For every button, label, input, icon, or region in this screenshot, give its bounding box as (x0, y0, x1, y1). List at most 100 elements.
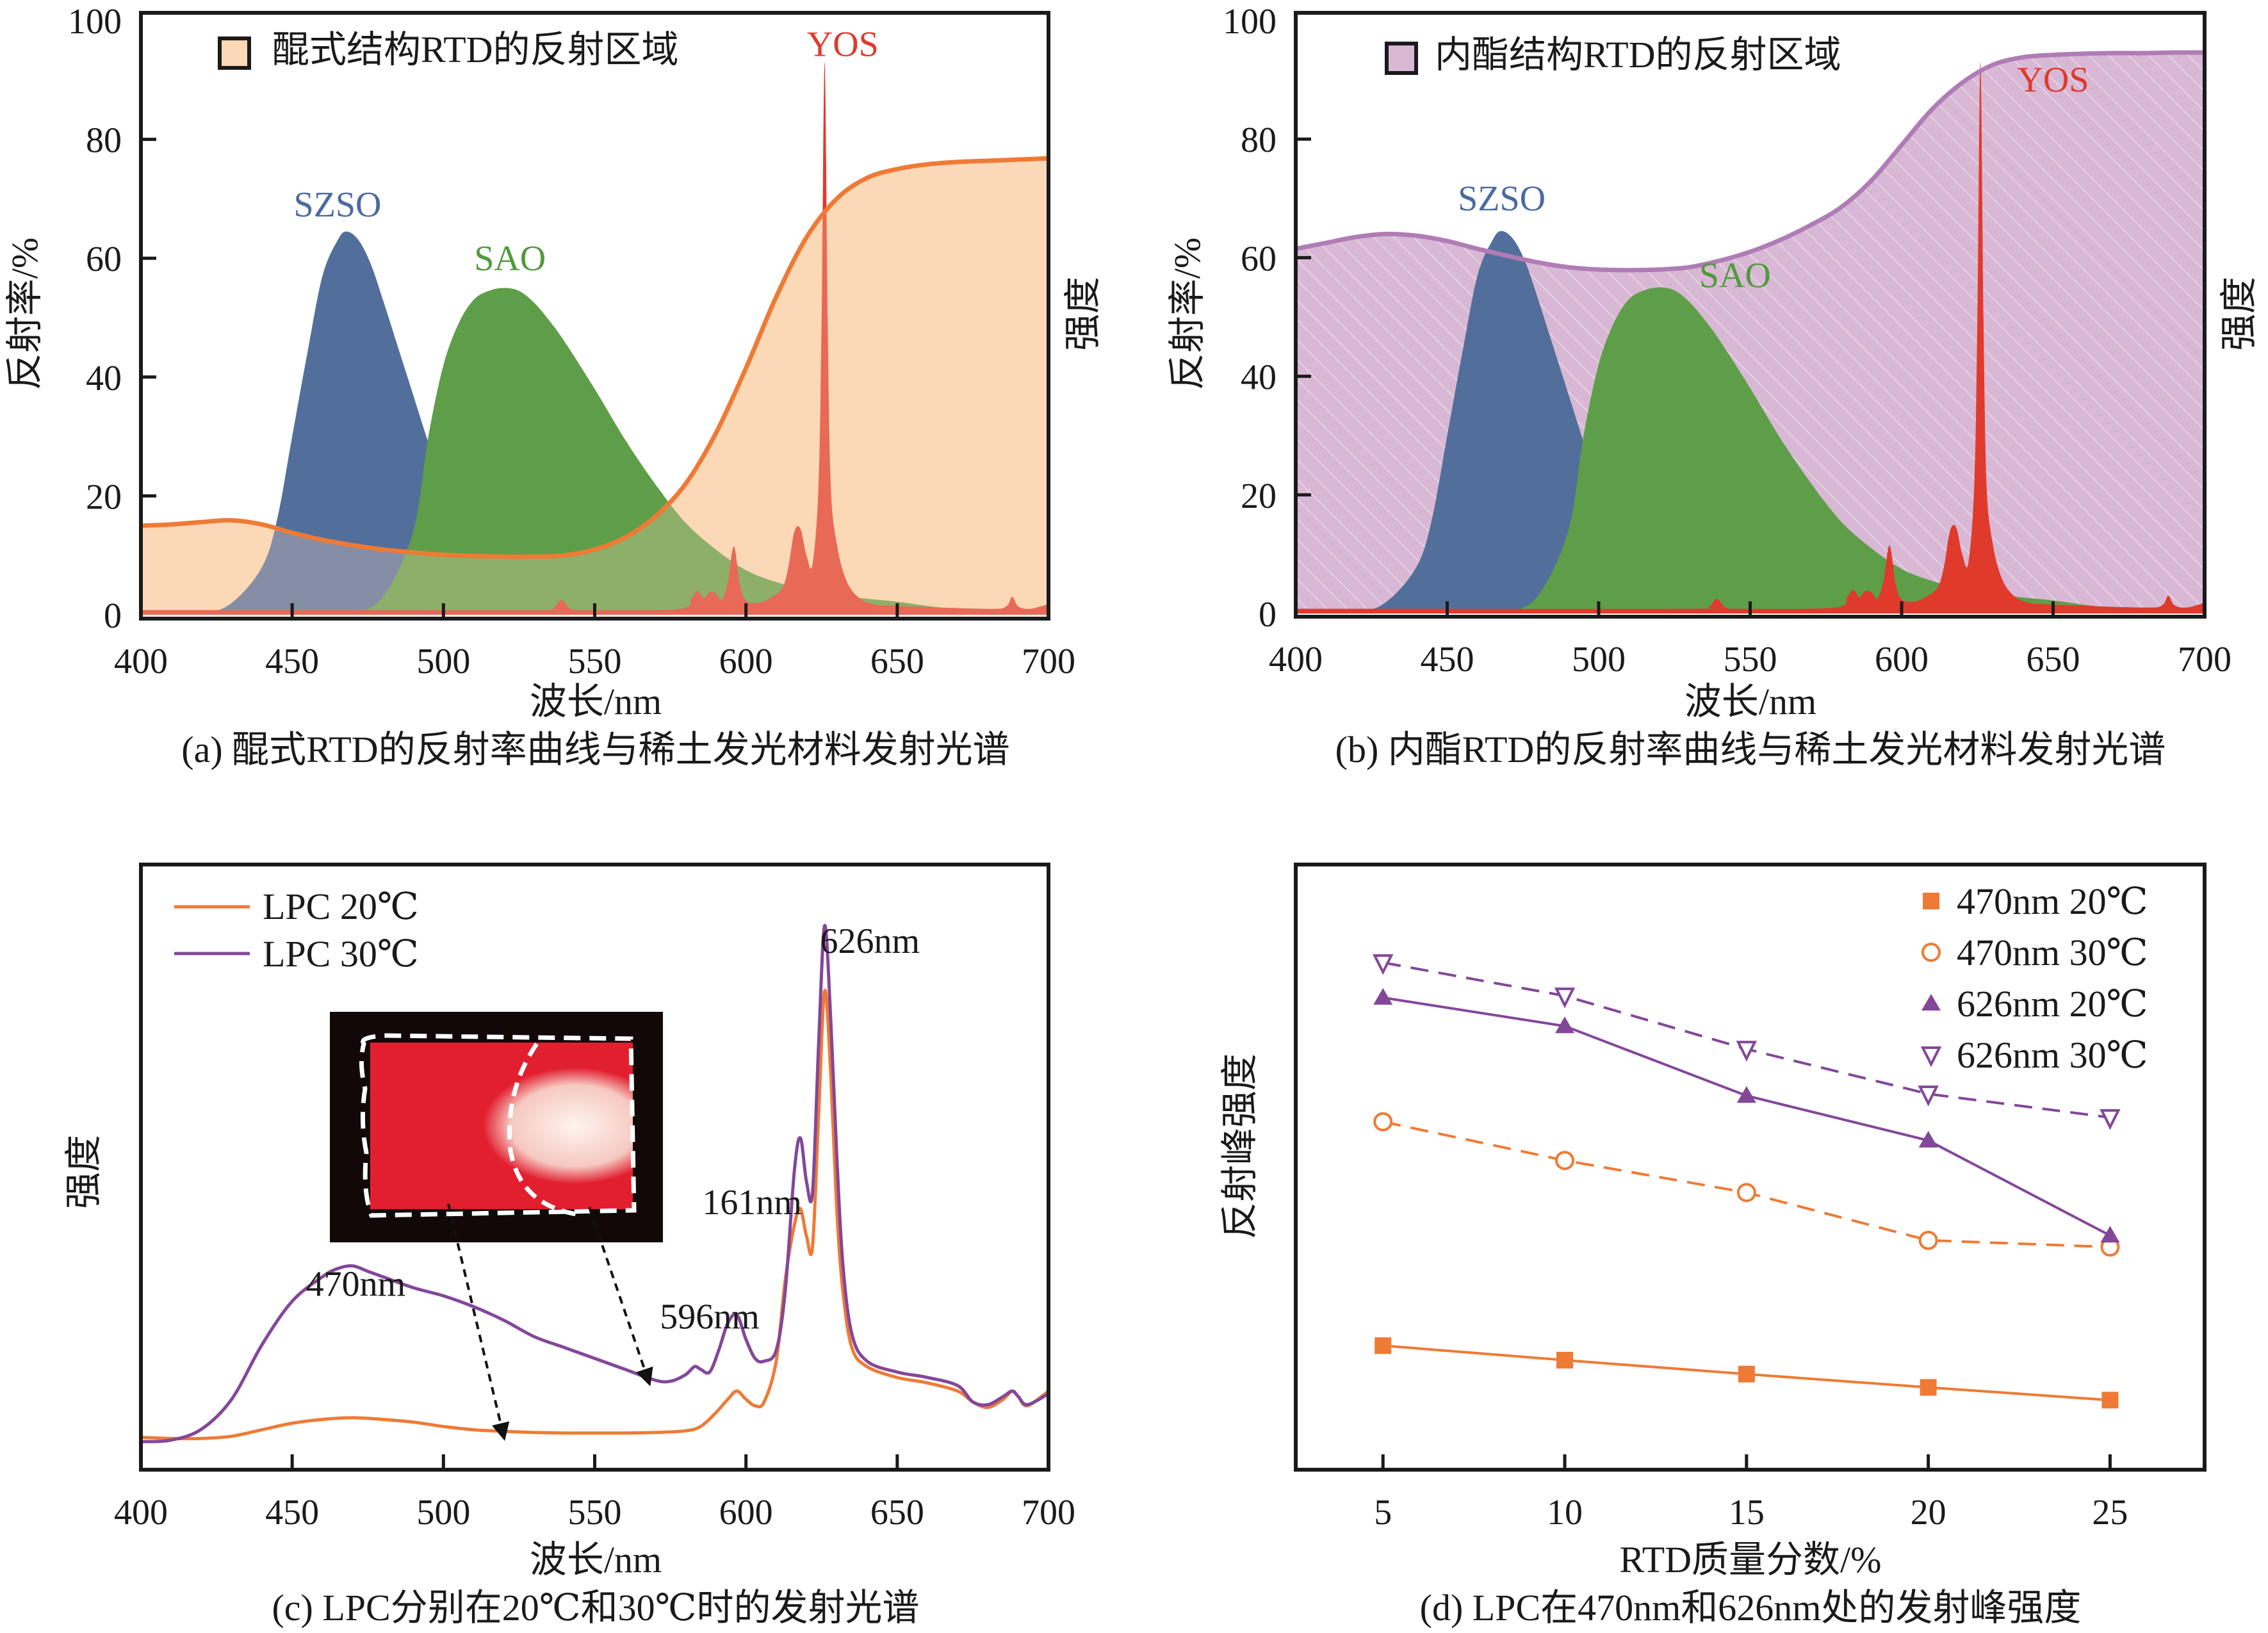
annotation-161nm: 161nm (702, 1183, 802, 1223)
panel-c-caption: (c) LPC分别在20℃和30℃时的发射光谱 (272, 1587, 919, 1629)
data-point (1738, 1365, 1755, 1383)
legend-marker (1921, 994, 1941, 1011)
x-tick-label: 450 (265, 1493, 319, 1532)
x-tick-label: 650 (870, 1493, 924, 1532)
x-tick-label: 550 (1724, 640, 1777, 679)
x-tick-label: 25 (2092, 1493, 2128, 1532)
annotation-szso: SZSO (294, 185, 382, 225)
x-tick-label: 500 (416, 642, 470, 681)
panel-b-y-axis-label: 反射率/% (1166, 238, 1208, 390)
panel-b-y-right-label: 强度 (2218, 277, 2260, 351)
x-tick-label: 500 (1572, 640, 1626, 679)
x-tick-label: 600 (1875, 640, 1929, 679)
y-tick-label: 60 (1241, 239, 1277, 279)
series-lpc-20- (140, 988, 1050, 1441)
panel-a-annotations: SZSO SAO YOS (294, 25, 879, 279)
panel-c-x-ticks: 400 450 500 550 600 650 700 (114, 1454, 1075, 1532)
panel-d-x-ticks: 5 10 15 20 25 (1374, 1454, 2128, 1532)
data-point (1736, 1041, 1758, 1062)
panel-d-x-axis-label: RTD质量分数/% (1620, 1539, 1882, 1580)
panel-b-y-ticks: 0 20 40 60 80 100 (1223, 2, 1311, 635)
panel-b-x-ticks: 400 450 500 550 600 650 700 (1269, 601, 2231, 679)
panel-c-x-axis-label: 波长/nm (530, 1539, 662, 1580)
x-tick-label: 700 (1022, 1493, 1075, 1532)
panel-b-plot-area (1295, 50, 2205, 614)
x-tick-label: 400 (114, 1493, 168, 1532)
legend-marker (1921, 943, 1941, 962)
panel-c-plot-area (140, 923, 1050, 1443)
data-point (1372, 954, 1394, 975)
emission-szso (1296, 231, 1902, 614)
panel-a-y-ticks: 0 20 40 60 80 100 (68, 2, 156, 636)
emission-yos (1296, 61, 2205, 613)
annotation-596nm: 596nm (660, 1297, 760, 1337)
inset-arrow (588, 1206, 653, 1386)
y-tick-label: 80 (86, 121, 122, 161)
annotation-470nm: 470nm (306, 1265, 406, 1304)
annotation-626nm: 626nm (820, 922, 920, 961)
x-tick-label: 10 (1547, 1493, 1583, 1532)
legend-label: 626nm 20℃ (1957, 983, 2148, 1025)
emission-sao (352, 288, 1049, 615)
annotation-szso: SZSO (1458, 179, 1546, 218)
y-tick-label: 40 (1241, 358, 1277, 398)
data-point (1918, 1230, 1938, 1250)
panel-b-annotations: SZSO SAO YOS (1458, 60, 2089, 296)
data-point (1373, 1112, 1393, 1132)
series-lpc-30- (140, 923, 1050, 1443)
legend-label: 626nm 30℃ (1957, 1034, 2148, 1076)
panel-a-legend: 醌式结构RTD的反射区域 (218, 29, 679, 70)
data-point (1920, 1379, 1937, 1396)
y-tick-label: 100 (1223, 2, 1277, 42)
y-tick-label: 60 (86, 240, 122, 279)
legend-marker (1923, 893, 1939, 909)
panel-a-y-right-label: 强度 (1062, 277, 1104, 351)
panel-b-x-axis-label: 波长/nm (1685, 681, 1816, 722)
x-tick-label: 15 (1729, 1493, 1765, 1532)
panel-a-x-ticks: 400 450 500 550 600 650 700 (114, 603, 1075, 681)
x-tick-label: 500 (416, 1493, 470, 1532)
inset-photo-inner-dashed-outline (507, 1043, 577, 1217)
data-point (1373, 987, 1393, 1005)
data-point (1555, 1151, 1575, 1171)
annotation-yos: YOS (807, 25, 879, 65)
panel-b-legend-swatch (1385, 42, 1418, 75)
panel-a: 400 450 500 550 600 650 700 0 20 40 60 80 100 醌式结构R… (4, 2, 1104, 770)
data-point (1556, 1351, 1574, 1369)
x-tick-label: 5 (1374, 1493, 1392, 1532)
data-point (1736, 1085, 1756, 1103)
panel-c-legend: LPC 20℃ LPC 30℃ (174, 886, 419, 975)
panel-d-axes-frame (1294, 863, 2207, 1472)
legend-label: 470nm 30℃ (1957, 932, 2148, 973)
data-point (1918, 1085, 1939, 1107)
panel-b-legend: 内酯结构RTD的反射区域 (1385, 34, 1841, 76)
panel-d-y-axis-label: 反射峰强度 (1219, 1053, 1260, 1239)
data-point (1918, 1130, 1938, 1148)
inset-photo-sample (370, 1043, 633, 1209)
panel-d-legend: 470nm 20℃ 470nm 30℃ 626nm 20℃ 626nm 30℃ (1920, 881, 2148, 1076)
legend-label-lpc20: LPC 20℃ (263, 886, 419, 927)
reflectance-region-overlay (141, 158, 1048, 615)
panel-c-inset-photo (330, 1012, 663, 1242)
panel-c-annotations: 626nm 161nm 470nm 596nm (306, 922, 920, 1337)
x-tick-label: 650 (2027, 640, 2080, 679)
panel-c-arrows (447, 1203, 653, 1441)
x-tick-label: 400 (114, 642, 168, 681)
x-tick-label: 550 (568, 1493, 622, 1532)
annotation-sao: SAO (474, 239, 546, 279)
data-point (1554, 987, 1576, 1009)
panel-a-legend-swatch (218, 37, 251, 70)
panel-b-caption: (b) 内酯RTD的反射率曲线与稀土发光材料发射光谱 (1335, 729, 2166, 770)
x-tick-label: 650 (870, 642, 924, 681)
panel-a-legend-label: 醌式结构RTD的反射区域 (272, 29, 679, 70)
emission-yos (141, 61, 1048, 615)
emission-szso (141, 231, 746, 615)
panel-c-y-axis-label: 强度 (63, 1135, 104, 1209)
legend-label-lpc30: LPC 30℃ (263, 933, 419, 975)
panel-b-legend-label: 内酯结构RTD的反射区域 (1435, 34, 1841, 76)
panel-b: 400 450 500 550 600 650 700 0 20 40 60 80 100 内酯结构R… (1166, 2, 2260, 770)
reflectance-curve (140, 156, 1049, 559)
data-point (2100, 1109, 2121, 1130)
x-tick-label: 700 (1022, 642, 1075, 681)
